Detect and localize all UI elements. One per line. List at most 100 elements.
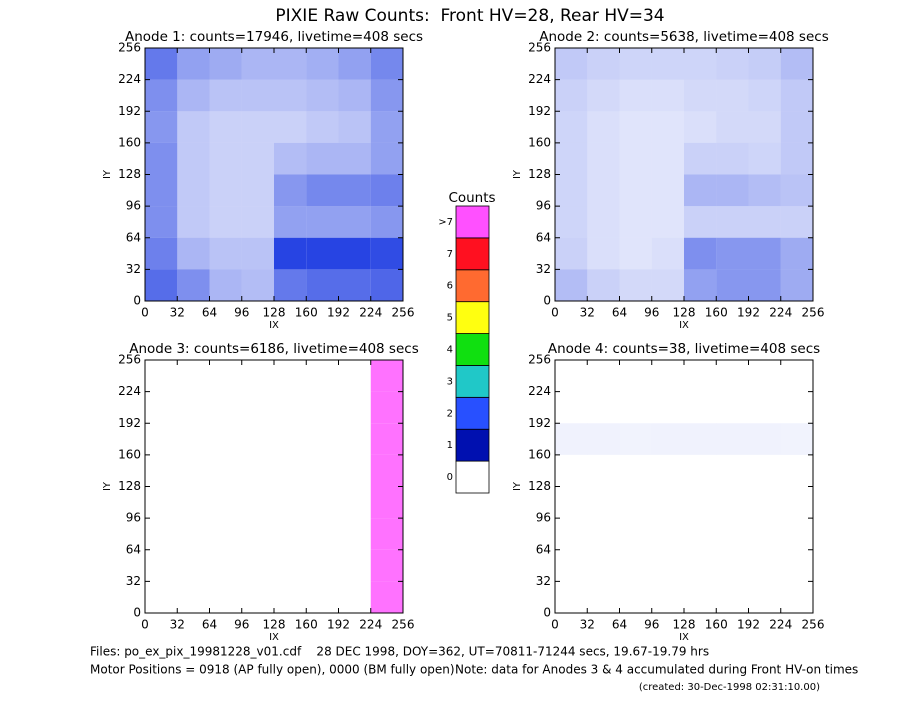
heatmap-cell [209, 142, 242, 175]
heatmap-cell [587, 174, 620, 207]
heatmap-cell [370, 79, 403, 112]
heatmap-cell [684, 423, 717, 455]
heatmap-cell [210, 455, 242, 487]
y-tick-label: 192 [118, 104, 141, 118]
heatmap-cell [338, 111, 371, 143]
heatmap-cell [652, 360, 684, 392]
x-tick-label: 128 [673, 618, 696, 632]
heatmap-cell [587, 206, 620, 238]
heatmap-cell [145, 581, 177, 613]
heatmap-cell [749, 455, 781, 487]
heatmap-cell [339, 423, 371, 455]
x-tick-label: 192 [327, 618, 350, 632]
y-tick-label: 96 [126, 511, 141, 525]
heatmap-cell [555, 79, 588, 112]
heatmap-cell [274, 142, 307, 175]
heatmap-cell [145, 206, 178, 238]
y-tick-label: 160 [528, 135, 551, 149]
heatmap-cell [684, 237, 717, 270]
heatmap-cell [619, 111, 652, 143]
x-tick-label: 128 [673, 306, 696, 320]
heatmap-cell [177, 142, 210, 175]
y-tick-label: 256 [528, 353, 551, 367]
heatmap-cell [620, 360, 652, 392]
heatmap-cell [145, 48, 178, 80]
heatmap-cell [241, 206, 274, 238]
heatmap-cell [587, 455, 619, 487]
heatmap-cell [620, 455, 652, 487]
heatmap-cell [652, 581, 684, 613]
heatmap-cell [749, 550, 781, 582]
x-tick-label: 64 [202, 306, 217, 320]
x-axis-label: IX [679, 632, 689, 643]
x-tick-label: 160 [295, 306, 318, 320]
heatmap-cell [370, 269, 403, 301]
footer-motor: Motor Positions = 0918 (AP fully open), … [90, 663, 455, 677]
heatmap-cell [370, 391, 403, 424]
x-tick-label: 224 [359, 618, 382, 632]
heatmap-cell [716, 142, 749, 175]
heatmap-cell [177, 392, 209, 424]
colorbar-label: 1 [447, 440, 453, 451]
heatmap-cell [210, 581, 242, 613]
heatmap-cell [555, 518, 587, 550]
heatmap-cell [241, 142, 274, 175]
heatmap-cell [619, 48, 652, 80]
y-tick-label: 256 [118, 41, 141, 55]
heatmap-cell [241, 269, 274, 301]
heatmap-cell [555, 487, 587, 519]
heatmap-cell [780, 206, 813, 238]
heatmap-cell [587, 79, 620, 112]
heatmap-cell [306, 360, 338, 392]
colorbar-swatch [455, 365, 490, 398]
footer-note: Note: data for Anodes 3 & 4 accumulated … [455, 663, 858, 677]
heatmap-cell [716, 269, 749, 301]
heatmap-cell [274, 581, 306, 613]
heatmap-cell [651, 423, 684, 455]
heatmap-cell [145, 518, 177, 550]
heatmap-cell [781, 550, 813, 582]
heatmap-cell [620, 581, 652, 613]
x-tick-label: 32 [580, 306, 595, 320]
heatmap-cell [177, 111, 210, 143]
heatmap-cell [145, 423, 177, 455]
heatmap-cell [306, 269, 339, 301]
heatmap-cell [338, 269, 371, 301]
heatmap-cell [555, 48, 588, 80]
heatmap-cell [780, 142, 813, 175]
heatmap-cell [652, 487, 684, 519]
heatmap-cell [242, 487, 274, 519]
y-tick-label: 96 [126, 199, 141, 213]
heatmap-cell [619, 79, 652, 112]
heatmap-cell [209, 79, 242, 112]
x-tick-label: 64 [612, 306, 627, 320]
heatmap-cell [177, 360, 209, 392]
heatmap-cell [748, 423, 781, 455]
heatmap-cell [145, 111, 178, 143]
y-tick-label: 64 [126, 542, 141, 556]
y-axis-label: IY [512, 169, 523, 179]
heatmap-cell [651, 48, 684, 80]
heatmap-cell [716, 392, 748, 424]
heatmap-cell [209, 111, 242, 143]
heatmap-cell [652, 550, 684, 582]
heatmap-cell [748, 79, 781, 112]
heatmap-cell [716, 518, 748, 550]
x-tick-label: 0 [551, 306, 559, 320]
colorbar-swatch [455, 269, 490, 303]
y-tick-label: 32 [536, 262, 551, 276]
heatmap-cell [241, 48, 274, 80]
heatmap-cell [716, 455, 748, 487]
heatmap-cell [716, 581, 748, 613]
heatmap-cell [306, 48, 339, 80]
colorbar-label: 5 [447, 313, 453, 324]
heatmap-cell [749, 487, 781, 519]
colorbar-swatch [455, 301, 490, 334]
heatmap-cell [209, 48, 242, 80]
heatmap-cell [306, 79, 339, 112]
y-tick-label: 32 [126, 574, 141, 588]
heatmap-cell [306, 487, 338, 519]
colorbar-swatch [455, 205, 490, 239]
colorbar-swatch [455, 460, 490, 494]
heatmap-cell [145, 174, 178, 207]
